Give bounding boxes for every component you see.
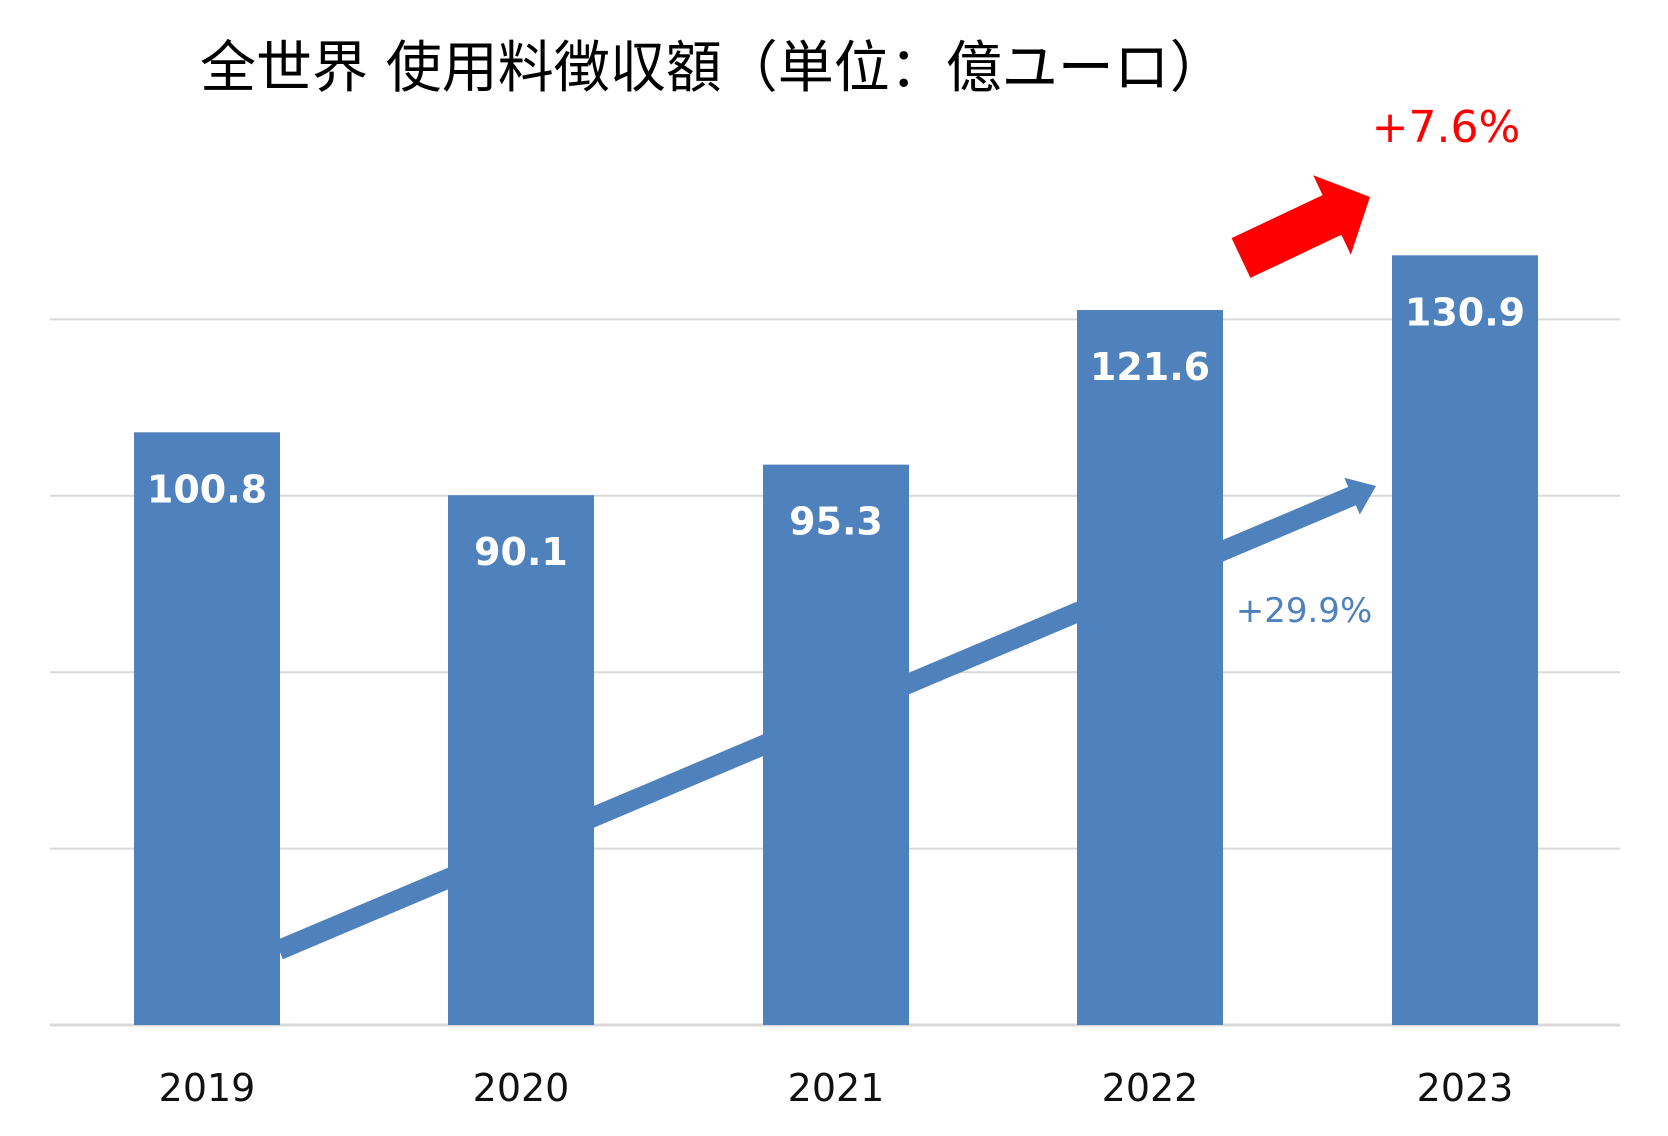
highlight-arrow-shape — [1231, 175, 1370, 278]
last-year-growth-label: +7.6% — [1372, 102, 1521, 153]
bar-2020 — [448, 495, 594, 1025]
value-label-2023: 130.9 — [1405, 290, 1525, 334]
trend-arrow-shape — [275, 477, 1377, 960]
bar-2023 — [1392, 255, 1538, 1026]
highlight-arrow — [1231, 175, 1370, 278]
x-tick-label-2023: 2023 — [1417, 1066, 1514, 1110]
x-tick-label-2020: 2020 — [473, 1066, 570, 1110]
x-tick-label-2022: 2022 — [1102, 1066, 1199, 1110]
x-tick-label-2021: 2021 — [788, 1066, 885, 1110]
value-label-2021: 95.3 — [789, 500, 883, 544]
value-label-2019: 100.8 — [147, 467, 267, 511]
chart-title: 全世界 使用料徴収額（単位：億ユーロ） — [200, 36, 1226, 101]
x-tick-label-2019: 2019 — [159, 1066, 256, 1110]
bar-2022 — [1077, 309, 1223, 1025]
x-axis-tick-labels: 2019 2020 2021 2022 2023 — [159, 1066, 1514, 1110]
bar-2019 — [134, 432, 280, 1025]
value-labels: 100.8 90.1 95.3 121.6 130.9 — [147, 290, 1525, 574]
value-label-2020: 90.1 — [474, 530, 568, 574]
value-label-2022: 121.6 — [1090, 345, 1210, 389]
bars — [134, 255, 1538, 1026]
total-growth-label: +29.9% — [1236, 591, 1373, 631]
trend-arrow — [275, 477, 1377, 960]
